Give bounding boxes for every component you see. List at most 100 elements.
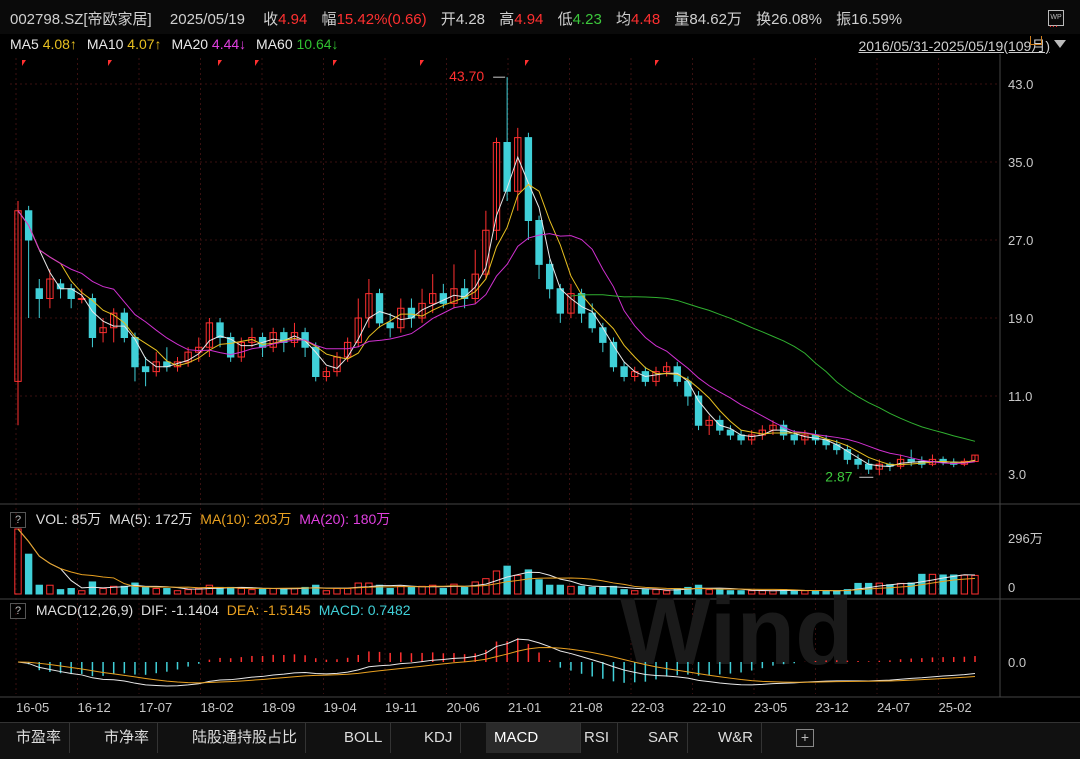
macd-dif: DIF: -1.1404 [141, 602, 219, 618]
macd-help-icon[interactable]: ? [10, 603, 26, 620]
time-axis-tick: 22-10 [693, 700, 726, 715]
ma5-line [17, 155, 976, 468]
time-axis-tick: 18-02 [201, 700, 234, 715]
volume-bar [248, 589, 256, 595]
event-marker-icon [420, 60, 424, 66]
change-label: 幅 [321, 11, 337, 28]
candle-body [418, 302, 426, 319]
volume-bar [599, 586, 607, 595]
candle-body [471, 273, 479, 299]
candle-body [46, 278, 54, 299]
candle-body [652, 371, 660, 382]
candle-body [312, 346, 320, 377]
volume-bar [577, 585, 586, 595]
volume-label: 量 [674, 11, 690, 28]
volume-bar [811, 590, 820, 595]
volume-bar [290, 588, 299, 595]
tab-pe[interactable]: 市盈率 [8, 723, 71, 753]
volume-bar [439, 588, 448, 595]
candle-body [386, 322, 394, 329]
volume-bar [907, 582, 915, 595]
macd-axis-tick: 0.0 [1008, 655, 1026, 670]
tab-wr[interactable]: W&R [710, 723, 762, 753]
candle-body [503, 142, 511, 192]
tab-rsi[interactable]: RSI [576, 723, 619, 753]
volume-bar [163, 588, 171, 595]
volume-bar [950, 574, 958, 595]
volume-bar [886, 584, 894, 595]
volume-bar [928, 573, 937, 595]
vol-panel-label: ? VOL: 85万 MA(5): 172万 MA(10): 203万 MA(2… [10, 509, 390, 529]
time-axis-tick: 20-06 [447, 700, 480, 715]
volume-bar [24, 553, 33, 595]
volume-bar [46, 584, 54, 595]
tab-macd[interactable]: MACD [486, 723, 581, 753]
tab-sar[interactable]: SAR [640, 723, 688, 753]
volume-bar [716, 589, 724, 595]
volume-bar [556, 584, 564, 595]
open-value: 4.28 [455, 11, 486, 28]
tab-kdj[interactable]: KDJ [416, 723, 462, 753]
price-axis-tick: 43.0 [1008, 77, 1033, 92]
ma-legend-bar: MA5 4.08↑ MA10 4.07↑ MA20 4.44↓ MA60 10.… [0, 34, 1080, 54]
volume-bar [343, 588, 352, 595]
ma60-value: 10.64↓ [296, 36, 339, 52]
candle-body [875, 463, 883, 470]
turnover-value: 26.08% [771, 11, 822, 28]
open-label: 开 [440, 11, 456, 28]
volume-bar [429, 584, 437, 595]
candle-body [439, 293, 448, 304]
wp-icon[interactable]: WP [1048, 10, 1064, 26]
volume-bar [152, 588, 160, 595]
macd-dea-line [17, 646, 976, 684]
candle-body [588, 312, 596, 329]
volume-bar [694, 584, 703, 595]
candle-body [131, 337, 139, 368]
candle-body [110, 312, 118, 329]
volume-bar [269, 588, 277, 595]
vol-help-icon[interactable]: ? [10, 512, 26, 529]
lock-icon[interactable] [1030, 36, 1042, 45]
stock-code[interactable]: 002798.SZ[帝欧家居] [10, 11, 152, 28]
amplitude-value: 16.59% [851, 11, 903, 28]
event-marker-icon [255, 60, 259, 66]
candle-body [99, 327, 107, 334]
amplitude-label: 振 [836, 11, 852, 28]
candle-body [184, 351, 192, 363]
volume-bar [545, 584, 554, 595]
vol-ma10: MA(10): 203万 [200, 511, 292, 527]
candle-body [684, 380, 692, 397]
volume-bar [226, 586, 235, 595]
price-axis-tick: 11.0 [1008, 389, 1032, 404]
add-indicator-icon[interactable]: + [796, 729, 814, 747]
volume-bar [418, 585, 426, 595]
volume-bar [99, 588, 107, 595]
tab-pb[interactable]: 市净率 [96, 723, 159, 753]
candle-body [694, 395, 703, 426]
tab-hk-connect[interactable]: 陆股通持股占比 [184, 723, 307, 753]
chart-canvas[interactable]: Wind 43.702.87 43.035.027.019.011.03.029… [0, 54, 1080, 722]
low-value: 4.23 [572, 11, 602, 28]
macd-dif-line [17, 638, 976, 687]
volume-bar [354, 582, 362, 595]
min-price-label: 2.87 [825, 468, 852, 484]
volume-bar [482, 578, 490, 595]
volume-bar [503, 565, 511, 595]
date-range-selector[interactable]: 2016/05/31-2025/05/19(109月) [858, 38, 1050, 54]
time-axis-tick: 21-08 [570, 700, 603, 715]
vol-ma20: MA(20): 180万 [299, 511, 391, 527]
volume-bar [258, 588, 267, 595]
volume-bar [407, 586, 416, 595]
event-marker-icon [655, 60, 659, 66]
volume-bar [173, 590, 182, 595]
volume-bar [726, 590, 735, 595]
time-axis-tick: 18-09 [262, 700, 295, 715]
vol-value: VOL: 85万 [35, 511, 102, 527]
more-icon[interactable]: ... [1048, 18, 1058, 30]
candle-body [216, 322, 224, 338]
time-axis-tick: 23-12 [816, 700, 849, 715]
tab-boll[interactable]: BOLL [336, 723, 392, 753]
dropdown-triangle-icon[interactable] [1054, 40, 1066, 48]
macd-panel-label: ? MACD(12,26,9) DIF: -1.1404 DEA: -1.514… [10, 602, 411, 620]
ma20-line [17, 210, 976, 464]
